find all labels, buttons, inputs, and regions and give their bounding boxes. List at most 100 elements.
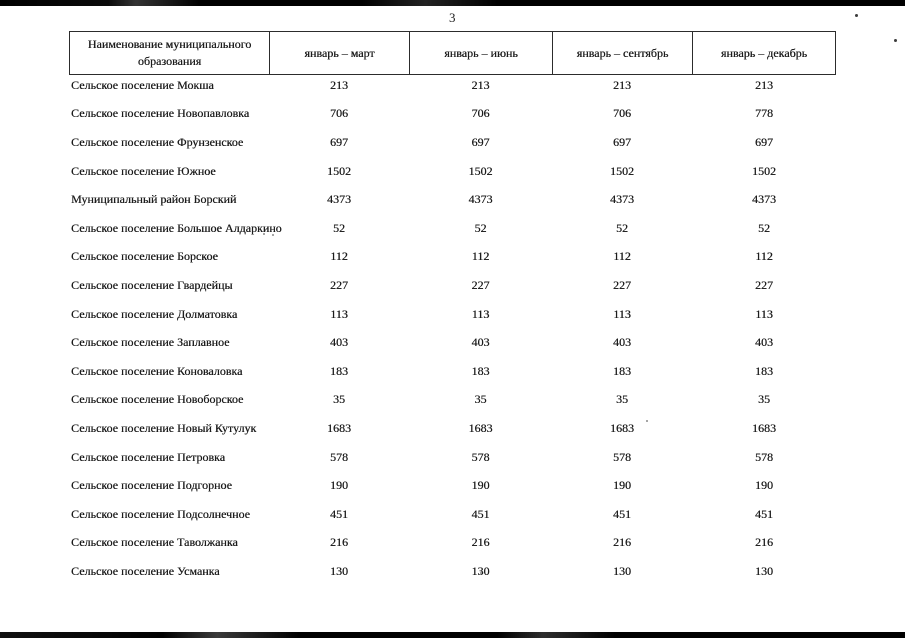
row-name-cell: Сельское поселение Мокша (71, 77, 214, 92)
table-row: Сельское поселение Заплавное 403 403 403… (69, 328, 836, 357)
row-name-cell: Сельское поселение Новоборское (71, 392, 244, 407)
row-value-cell: 35 (616, 392, 628, 407)
row-value-cell: 4373 (610, 192, 634, 207)
row-value-cell: 52 (616, 220, 628, 235)
scan-speck (646, 420, 648, 422)
row-value-cell: 4373 (752, 192, 776, 207)
row-value-cell: 227 (471, 277, 490, 292)
row-name-cell: Сельское поселение Усманка (71, 563, 220, 578)
table-row: Сельское поселение Таволжанка 216 216 21… (69, 529, 836, 558)
row-name-cell: Сельское поселение Коноваловка (71, 363, 243, 378)
row-value-cell: 706 (613, 106, 631, 121)
row-name-cell: Сельское поселение Новый Кутулук (71, 420, 257, 435)
table-row: Сельское поселение Большое Алдаркино 52 … (69, 214, 836, 243)
column-header-january-december: январь – декабрь (720, 45, 808, 60)
row-value-cell: 1502 (752, 163, 776, 178)
row-name-cell: Сельское поселение Петровка (71, 449, 225, 464)
table-body: Сельское поселение Мокша 213 213 213 213… (69, 71, 836, 586)
scan-speck (272, 234, 274, 236)
row-value-cell: 35 (758, 392, 770, 407)
row-value-cell: 183 (330, 363, 348, 378)
row-name-cell: Сельское поселение Большое Алдаркино (71, 220, 282, 235)
column-header-january-september: январь – сентябрь (553, 32, 693, 74)
table-row: Сельское поселение Коноваловка 183 183 1… (69, 357, 836, 386)
table-row: Сельское поселение Подгорное 190 190 190… (69, 471, 836, 500)
row-value-cell: 52 (333, 220, 345, 235)
row-value-cell: 113 (755, 306, 773, 321)
row-value-cell: 697 (471, 134, 490, 149)
row-value-cell: 1502 (327, 163, 351, 178)
row-name-cell: Сельское поселение Борское (71, 249, 218, 264)
row-value-cell: 113 (471, 306, 490, 321)
row-value-cell: 403 (471, 335, 490, 350)
row-value-cell: 130 (755, 563, 773, 578)
row-value-cell: 113 (330, 306, 348, 321)
municipal-report-table: Наименование муниципального образования … (69, 31, 836, 578)
row-value-cell: 112 (755, 249, 773, 264)
row-name-cell: Сельское поселение Южное (71, 163, 216, 178)
row-value-cell: 190 (755, 478, 773, 493)
row-value-cell: 216 (330, 535, 348, 550)
row-value-cell: 697 (755, 134, 773, 149)
row-value-cell: 213 (613, 77, 631, 92)
table-row: Сельское поселение Петровка 578 578 578 … (69, 443, 836, 472)
page-number: 3 (449, 10, 456, 25)
row-value-cell: 403 (613, 335, 631, 350)
table-row: Сельское поселение Южное 1502 1502 1502 … (69, 157, 836, 186)
row-name-cell: Сельское поселение Новопавловка (71, 106, 250, 121)
column-header-january-june: январь – июнь (410, 32, 553, 74)
table-row: Сельское поселение Гвардейцы 227 227 227… (69, 271, 836, 300)
row-name-cell: Сельское поселение Подгорное (71, 478, 232, 493)
row-value-cell: 4373 (327, 192, 351, 207)
row-value-cell: 183 (613, 363, 631, 378)
table-row: Сельское поселение Новопавловка 706 706 … (69, 100, 836, 129)
row-value-cell: 451 (330, 506, 348, 521)
row-value-cell: 1502 (468, 163, 493, 178)
row-value-cell: 52 (758, 220, 770, 235)
row-value-cell: 183 (755, 363, 773, 378)
row-value-cell: 227 (613, 277, 631, 292)
row-name-cell: Сельское поселение Заплавное (71, 335, 230, 350)
table-row: Сельское поселение Мокша 213 213 213 213 (69, 71, 836, 100)
scan-speck (263, 233, 265, 235)
scan-speck (894, 39, 897, 42)
row-value-cell: 227 (755, 277, 773, 292)
table-row: Сельское поселение Борское 112 112 112 1… (69, 243, 836, 272)
column-header-municipality: Наименование муниципального образования (70, 32, 270, 74)
row-value-cell: 578 (471, 449, 490, 464)
scan-speck (480, 572, 482, 574)
table-row: Сельское поселение Новоборское 35 35 35 … (69, 386, 836, 415)
row-value-cell: 451 (471, 506, 490, 521)
table-row: Сельское поселение Новый Кутулук 1683 16… (69, 414, 836, 443)
row-name-cell: Сельское поселение Гвардейцы (71, 277, 233, 292)
row-value-cell: 216 (613, 535, 631, 550)
row-value-cell: 130 (613, 563, 631, 578)
table-row: Сельское поселение Долматовка 113 113 11… (69, 300, 836, 329)
row-value-cell: 112 (471, 249, 490, 264)
row-name-cell: Сельское поселение Фрунзенское (71, 134, 244, 149)
row-value-cell: 35 (474, 392, 487, 407)
row-value-cell: 451 (755, 506, 773, 521)
row-value-cell: 4373 (468, 192, 493, 207)
row-value-cell: 130 (471, 563, 490, 578)
column-header-january-march: январь – март (270, 32, 410, 74)
row-value-cell: 1683 (468, 420, 493, 435)
scan-speck (855, 14, 858, 17)
row-value-cell: 578 (755, 449, 773, 464)
row-value-cell: 706 (330, 106, 348, 121)
row-value-cell: 130 (330, 563, 348, 578)
row-value-cell: 697 (330, 134, 348, 149)
row-value-cell: 213 (471, 77, 490, 92)
row-value-cell: 183 (471, 363, 490, 378)
row-value-cell: 697 (613, 134, 631, 149)
table-row: Сельское поселение Усманка 130 130 130 1… (69, 557, 836, 586)
row-name-cell: Муниципальный район Борский (71, 192, 237, 207)
row-value-cell: 403 (330, 335, 348, 350)
row-value-cell: 112 (613, 249, 631, 264)
row-value-cell: 190 (471, 478, 490, 493)
row-value-cell: 213 (755, 77, 773, 92)
row-value-cell: 190 (330, 478, 348, 493)
row-name-cell: Сельское поселение Долматовка (71, 306, 238, 321)
row-value-cell: 1502 (610, 163, 634, 178)
table-row: Муниципальный район Борский 4373 4373 43… (69, 185, 836, 214)
